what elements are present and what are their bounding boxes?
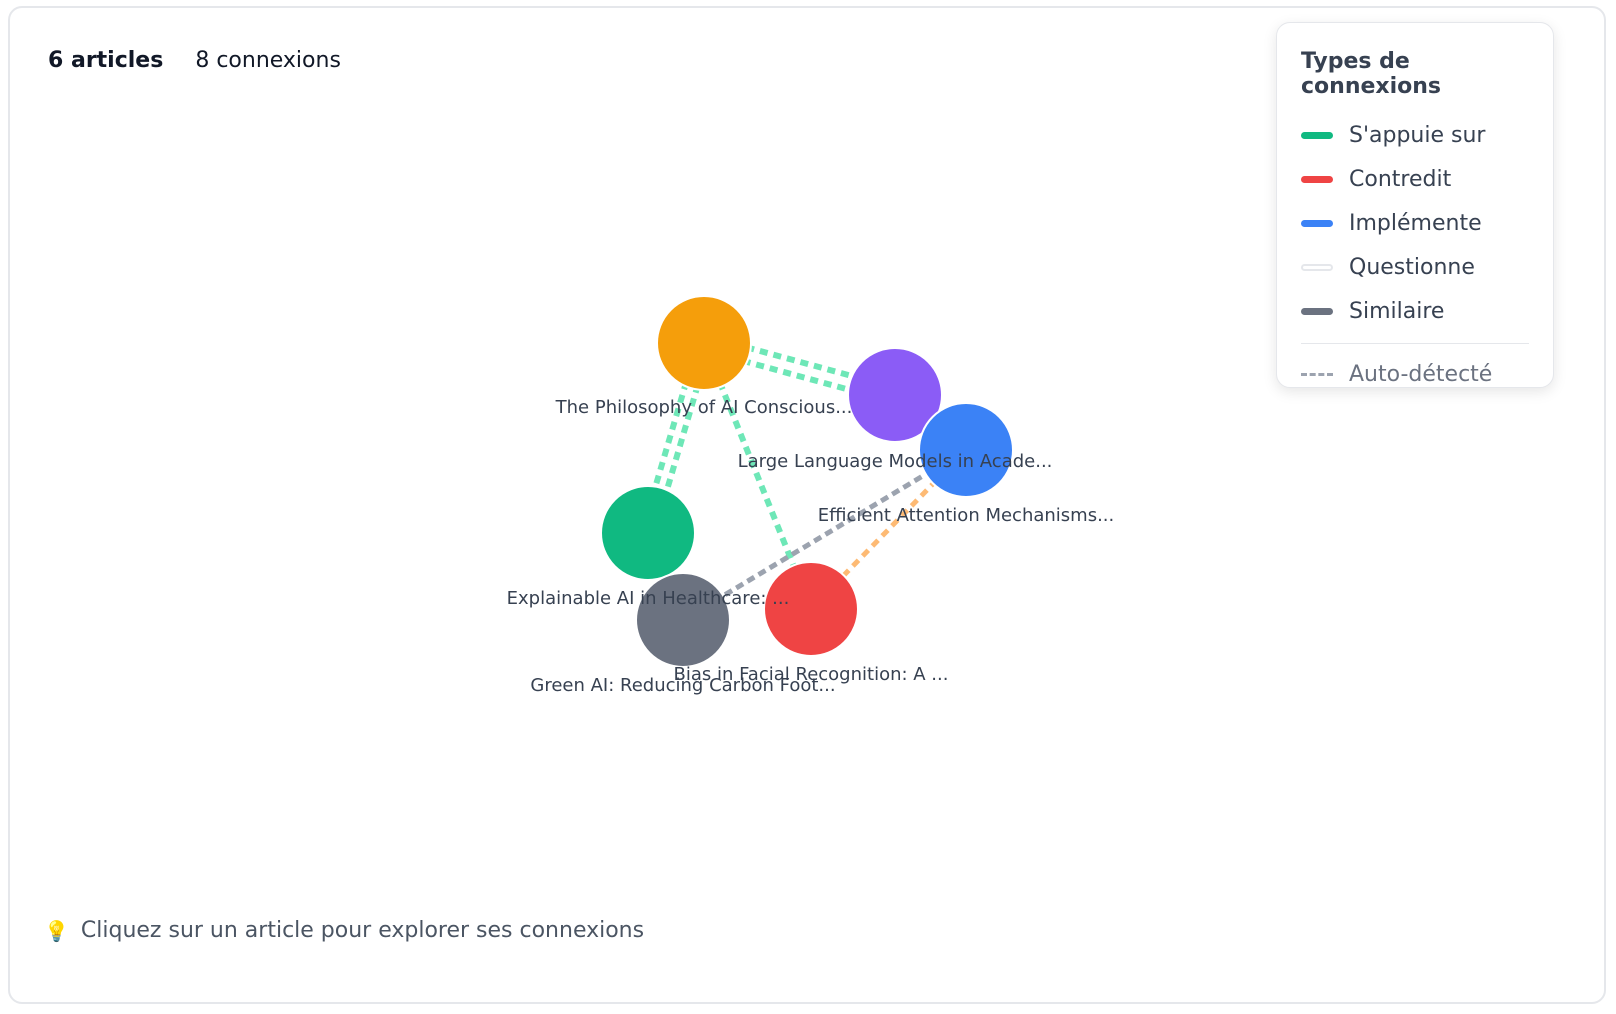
legend-label: Implémente (1349, 210, 1482, 236)
legend-swatch-questions (1301, 263, 1333, 271)
legend-swatch-implements (1301, 219, 1333, 227)
labels-layer: The Philosophy of AI Conscious... Large L… (507, 397, 1115, 696)
lightbulb-icon: 💡 (44, 918, 69, 943)
article-node-attention[interactable] (918, 402, 1014, 498)
article-label-green: Green AI: Reducing Carbon Foot... (530, 675, 835, 696)
legend-label: S'appuie sur (1349, 122, 1486, 148)
connection-count: 8 connexions (195, 48, 341, 73)
legend-swatch-supports (1301, 131, 1333, 139)
legend-title: Types de connexions (1301, 49, 1442, 99)
legend-item-similar: Similaire (1301, 289, 1529, 333)
article-node-xai[interactable] (600, 485, 696, 581)
graph-panel: 6 articles 8 connexions The Philosophy o… (8, 6, 1606, 1004)
nodes-layer (600, 295, 1014, 668)
citation-graph[interactable]: The Philosophy of AI Conscious... Large L… (10, 8, 1608, 1006)
article-label-bias: Bias in Facial Recognition: A ... (674, 664, 949, 685)
legend-swatch-contradicts (1301, 175, 1333, 183)
legend-divider (1301, 343, 1529, 344)
article-label-attention: Efficient Attention Mechanisms... (818, 505, 1115, 526)
article-node-bias[interactable] (763, 561, 859, 657)
article-node-llm[interactable] (847, 347, 943, 443)
hint-bar: 💡 Cliquez sur un article pour explorer s… (44, 918, 644, 943)
hint-text: Cliquez sur un article pour explorer ses… (80, 918, 645, 943)
legend-item-supports: S'appuie sur (1301, 113, 1529, 157)
article-count: 6 articles (48, 48, 164, 73)
article-label-philosophy: The Philosophy of AI Conscious... (555, 397, 853, 418)
article-node-green[interactable] (635, 572, 731, 668)
article-label-llm: Large Language Models in Acade... (738, 451, 1053, 472)
article-label-xai: Explainable AI in Healthcare: ... (507, 588, 790, 609)
legend-label: Similaire (1349, 298, 1445, 324)
edge-attention-green[interactable] (682, 449, 968, 623)
legend-item-implements: Implémente (1301, 201, 1529, 245)
connection-legend: Types de connexions S'appuie sur Contred… (1276, 22, 1554, 388)
legend-item-auto-detected: Auto-détecté (1301, 352, 1529, 396)
edge-attention-green[interactable] (681, 447, 967, 621)
legend-label: Contredit (1349, 166, 1452, 192)
article-node-philosophy[interactable] (656, 295, 752, 391)
legend-swatch-similar (1301, 307, 1333, 315)
graph-stats: 6 articles 8 connexions (48, 48, 341, 73)
legend-item-contradicts: Contredit (1301, 157, 1529, 201)
graph-canvas[interactable]: The Philosophy of AI Conscious... Large L… (10, 8, 1608, 1006)
legend-label: Auto-détecté (1349, 361, 1493, 387)
legend-label: Questionne (1349, 254, 1475, 280)
legend-item-questions: Questionne (1301, 245, 1529, 289)
dashed-line-icon (1301, 372, 1333, 376)
